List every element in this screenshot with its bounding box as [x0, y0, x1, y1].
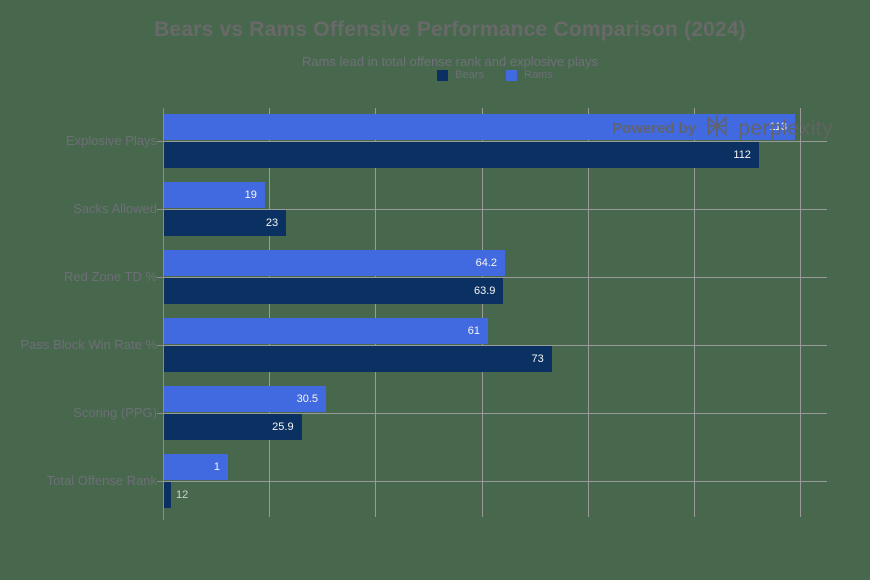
powered-by-text: Powered by: [612, 120, 697, 137]
bar-value-label: 113: [769, 121, 788, 133]
x-gridline: [694, 108, 696, 517]
x-gridline: [375, 108, 377, 517]
y-gridline: [163, 209, 827, 210]
y-axis-line: [163, 108, 164, 520]
category-tick: [157, 209, 163, 210]
x-gridline: [269, 108, 271, 517]
legend: Bears Rams: [163, 69, 827, 81]
bar-rams-2: [164, 250, 506, 276]
category-tick: [157, 277, 163, 278]
y-gridline: [163, 345, 827, 346]
title-band: Bears vs Rams Offensive Performance Comp…: [30, 18, 870, 69]
bar-value-label: 1: [213, 461, 220, 473]
bar-rams-4: [164, 386, 327, 412]
x-gridline: [587, 108, 589, 517]
category-tick: [157, 413, 163, 414]
bar-value-label: 19: [244, 189, 257, 201]
bar-bears-4: [164, 414, 302, 440]
category-tick: [157, 141, 163, 142]
y-gridline: [163, 481, 827, 482]
perplexity-brand-text: perplexity: [738, 116, 834, 140]
bar-value-label: 112: [733, 149, 751, 161]
plot-area: 113 112 19 23 64.2 63.9 61 73 30.5 25.9 1 12: [157, 108, 827, 520]
bar-value-label: 23: [265, 217, 279, 229]
chart-subtitle: Rams lead in total offense rank and expl…: [301, 54, 599, 69]
bar-rams-3: [164, 318, 489, 344]
y-gridline: [163, 277, 827, 278]
bar-value-label: 73: [531, 353, 544, 365]
bar-value-label: 12: [176, 489, 189, 501]
bar-rams-0: [164, 114, 796, 140]
category-label: Explosive Plays: [65, 133, 157, 148]
y-gridline: [163, 413, 827, 414]
bar-bears-5: [164, 482, 171, 508]
bar-bears-0: [164, 142, 759, 168]
bar-bears-3: [164, 346, 552, 372]
bar-rams-5: [164, 454, 228, 480]
x-gridline: [481, 108, 483, 517]
powered-by-perplexity-watermark[interactable]: Powered by perplexity: [612, 113, 833, 144]
legend-item-rams[interactable]: Rams: [506, 69, 553, 81]
legend-item-bears[interactable]: Bears: [437, 69, 484, 81]
bar-value-label: 63.9: [474, 285, 496, 297]
bears-swatch-icon: [437, 69, 449, 81]
rams-swatch-icon: [506, 69, 517, 81]
legend-label-rams: Rams: [524, 69, 553, 81]
category-label: Pass Block Win Rate %: [20, 337, 157, 352]
category-tick: [157, 345, 163, 346]
category-label: Sacks Allowed: [73, 201, 157, 216]
category-label: Red Zone TD %: [64, 269, 157, 284]
bar-bears-2: [164, 278, 504, 304]
bar-bears-1: [164, 210, 287, 236]
bar-rams-1: [164, 182, 265, 208]
x-gridline: [800, 108, 802, 517]
legend-label-bears: Bears: [455, 69, 484, 81]
bar-value-label: 25.9: [272, 421, 294, 433]
category-tick: [157, 481, 163, 482]
y-gridline: [163, 141, 827, 142]
bar-value-label: 30.5: [296, 393, 319, 405]
bar-value-label: 64.2: [475, 257, 498, 269]
bar-value-label: 61: [467, 325, 481, 337]
category-label: Scoring (PPG): [73, 405, 157, 420]
category-label: Total Offense Rank: [46, 473, 157, 488]
chart-title: Bears vs Rams Offensive Performance Comp…: [154, 18, 746, 41]
perplexity-logo-icon: [704, 113, 730, 144]
